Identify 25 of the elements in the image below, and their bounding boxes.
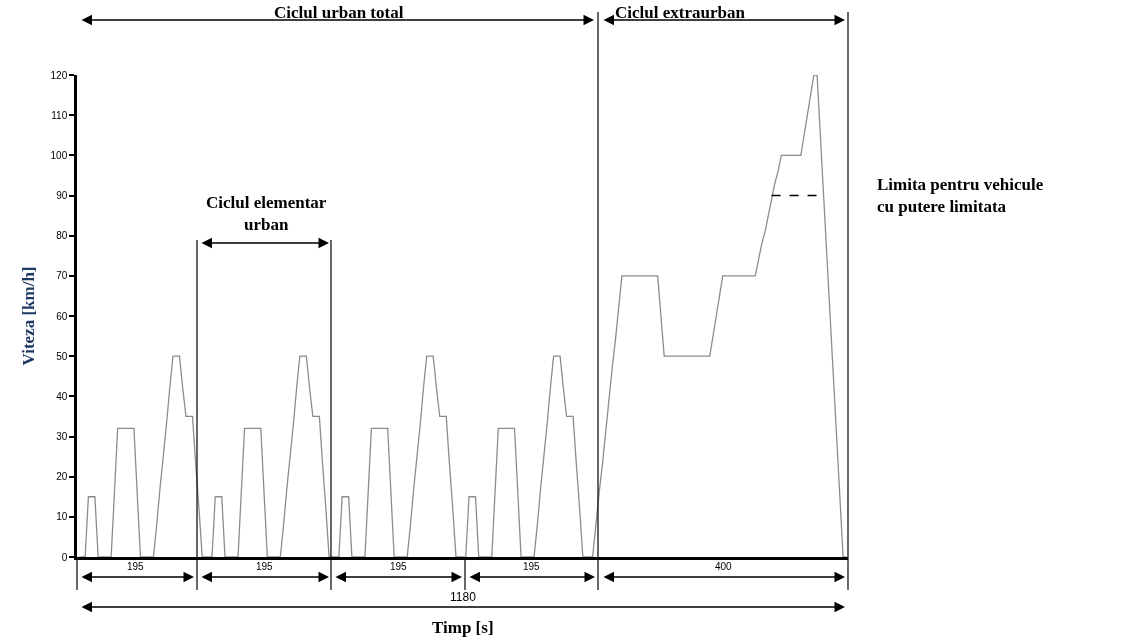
text: 195 [523, 561, 541, 572]
text: Ciclul extraurban [615, 3, 746, 22]
y-tick-label: 30 [56, 431, 68, 442]
y-tick-label: 60 [56, 310, 68, 322]
y-tick-label: 40 [56, 390, 68, 402]
text: 195 [256, 561, 274, 572]
text: 400 [715, 561, 733, 572]
y-tick-label: 80 [56, 230, 68, 242]
y-tick-label: 70 [56, 270, 68, 282]
y-tick-label: 0 [61, 551, 68, 563]
text: Limita pentru vehicule cu putere limitata [877, 175, 1044, 217]
text: 195 [127, 561, 145, 572]
y-tick-label: 20 [56, 471, 68, 483]
y-axis-title: Viteza [km/h] [19, 266, 39, 366]
text: Ciclul urban total [274, 3, 404, 22]
text: 1180 [450, 590, 477, 604]
y-tick-label: 110 [51, 109, 68, 121]
y-tick-label: 100 [50, 149, 68, 161]
y-tick-label: 120 [50, 69, 68, 81]
x-axis-title: Timp [s] [432, 618, 494, 637]
y-tick-label: 10 [56, 511, 68, 523]
annotation: Ciclul elementar urban [206, 193, 327, 235]
y-tick-label: 90 [56, 190, 68, 201]
y-tick-label: 50 [56, 350, 68, 362]
text: 195 [390, 561, 408, 572]
